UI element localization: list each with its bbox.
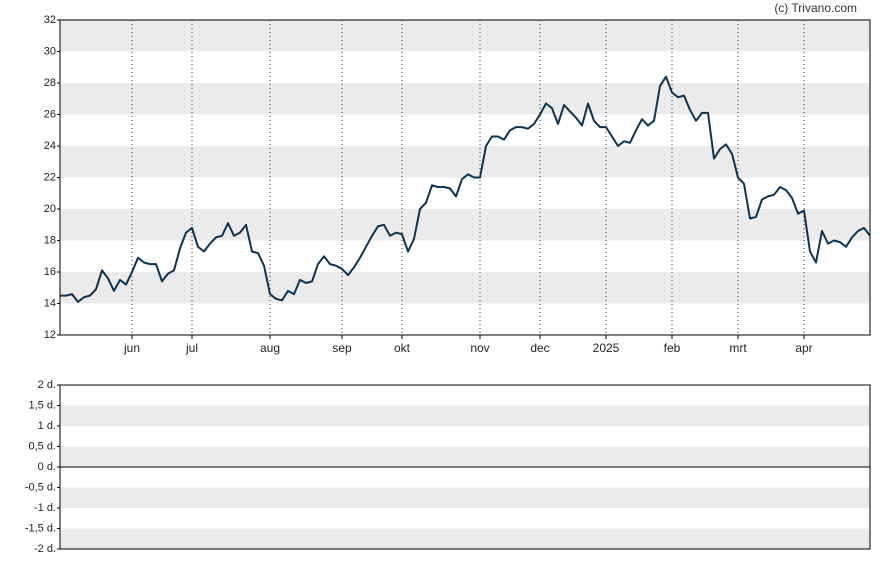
y-tick-label: 28 [44, 77, 56, 89]
x-tick-label: 2025 [593, 341, 620, 355]
grid-band [60, 146, 870, 178]
watermark: (c) Trivano.com [774, 1, 857, 15]
y-tick-label: 0 d. [38, 461, 56, 473]
y-tick-label: 24 [44, 140, 56, 152]
y-tick-label: 2 d. [38, 379, 56, 391]
plot-frame [59, 384, 871, 550]
plot-frame [59, 19, 871, 336]
grid-band [60, 405, 870, 426]
y-tick-label: 20 [44, 203, 56, 215]
x-tick-label: jul [185, 341, 198, 355]
y-tick-label: 0,5 d. [28, 440, 56, 452]
grid-band [60, 272, 870, 304]
y-tick-label: 18 [44, 234, 56, 246]
y-tick-label: 12 [44, 329, 56, 341]
y-tick-label: -0,5 d. [25, 481, 56, 493]
grid-band [60, 528, 870, 549]
y-tick-label: 16 [44, 266, 56, 278]
x-tick-label: feb [664, 341, 681, 355]
y-tick-label: 14 [44, 297, 56, 309]
y-tick-label: 30 [44, 45, 56, 57]
y-tick-label: -2 d. [34, 543, 56, 555]
x-tick-label: aug [260, 341, 280, 355]
x-tick-label: okt [394, 341, 411, 355]
y-tick-label: 1,5 d. [28, 399, 56, 411]
x-tick-label: sep [332, 341, 352, 355]
x-tick-label: dec [530, 341, 549, 355]
y-tick-label: 1 d. [38, 420, 56, 432]
x-tick-label: nov [470, 341, 489, 355]
x-tick-label: mrt [729, 341, 747, 355]
y-tick-label: -1,5 d. [25, 522, 56, 534]
x-tick-label: jun [123, 341, 140, 355]
y-tick-label: 22 [44, 171, 56, 183]
grid-band [60, 20, 870, 52]
x-tick-label: apr [795, 341, 812, 355]
grid-band [60, 487, 870, 508]
price-line [60, 75, 871, 303]
grid-band [60, 83, 870, 115]
y-tick-label: -1 d. [34, 502, 56, 514]
grid-band [60, 446, 870, 467]
y-tick-label: 26 [44, 108, 56, 120]
y-tick-label: 32 [44, 14, 56, 26]
